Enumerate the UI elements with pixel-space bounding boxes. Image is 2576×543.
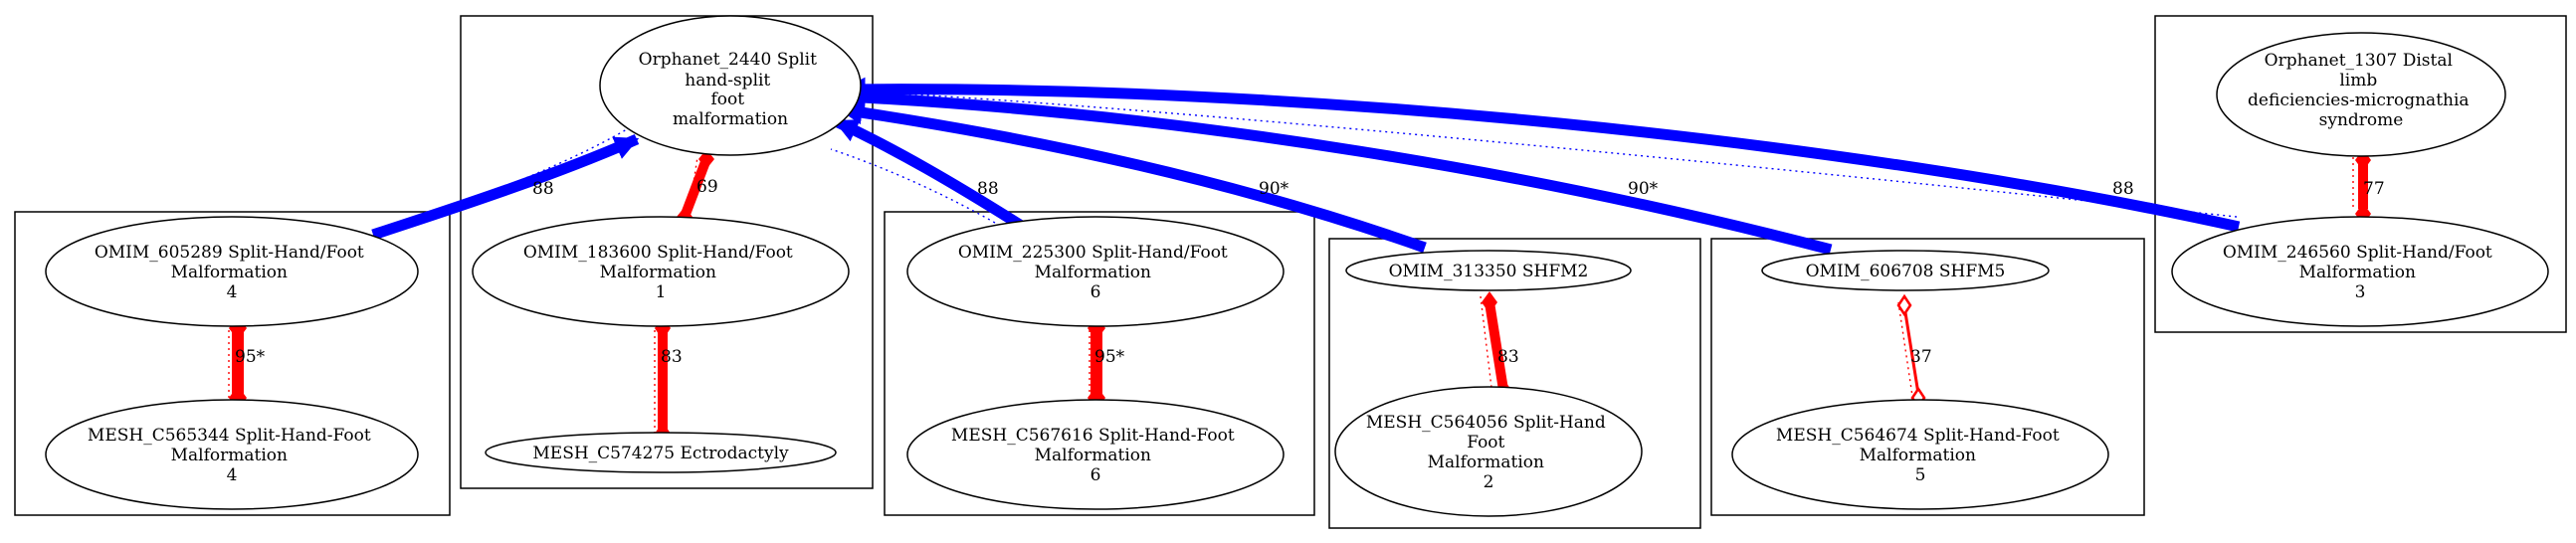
edge-label-225300-2440: 88 <box>977 179 999 199</box>
svg-text:MESH_C574275 Ectrodactyly: MESH_C574275 Ectrodactyly <box>532 444 789 463</box>
svg-text:OMIM_246560 Split-Hand/Foot: OMIM_246560 Split-Hand/Foot Malformation… <box>2223 243 2497 302</box>
edge-label-606708-2440: 90* <box>1628 179 1659 199</box>
node-orphanet-2440-line-3: foot <box>711 90 745 109</box>
edge-313350-to-2440 <box>838 100 1427 254</box>
diamond-313350-a <box>1482 291 1497 313</box>
node-mesh-c564056-line-3: Malformation <box>1428 452 1544 472</box>
svg-text:OMIM_605289 Split-Hand/Foot: OMIM_605289 Split-Hand/Foot Malformation… <box>95 243 369 302</box>
node-mesh-c565344-line-2: Malformation <box>171 446 288 465</box>
svg-text:MESH_C565344 Split-Hand-Foot: MESH_C565344 Split-Hand-Foot Malformatio… <box>88 426 376 485</box>
node-mesh-c564056-line-2: Foot <box>1467 433 1504 452</box>
node-mesh-c565344-line-3: 4 <box>227 465 238 485</box>
node-omim-313350[interactable]: OMIM_313350 SHFM2 <box>1345 250 1632 291</box>
edge-label-225300-c567616: 95* <box>1094 347 1125 367</box>
edge-label-183600-c574275: 83 <box>661 347 683 367</box>
nodes: Orphanet_2440 Split hand-split foot malf… <box>45 15 2549 517</box>
node-omim-246560-line-1: OMIM_246560 Split-Hand/Foot <box>2223 243 2492 263</box>
node-omim-183600[interactable]: OMIM_183600 Split-Hand/Foot Malformation… <box>472 216 850 327</box>
edge-label-183600-2440: 69 <box>696 177 718 197</box>
node-omim-605289-line-2: Malformation <box>171 263 288 282</box>
node-orphanet-1307-line-1: Orphanet_1307 Distal <box>2265 51 2453 71</box>
edge-605289-to-2440 <box>371 133 640 241</box>
node-omim-225300-line-1: OMIM_225300 Split-Hand/Foot <box>958 243 1228 263</box>
node-omim-225300[interactable]: OMIM_225300 Split-Hand/Foot Malformation… <box>906 216 1285 327</box>
edge-label-246560-2440: 88 <box>2112 179 2134 199</box>
node-omim-225300-line-3: 6 <box>1090 282 1101 302</box>
node-orphanet-2440[interactable]: Orphanet_2440 Split hand-split foot malf… <box>599 15 862 156</box>
edge-label-313350-2440: 90* <box>1259 179 1289 199</box>
svg-text:Orphanet_1307 Distal l: Orphanet_1307 Distal limb deficiencies-m… <box>2248 51 2475 130</box>
node-omim-246560-line-3: 3 <box>2355 282 2366 302</box>
edge-label-1307-246560: 77 <box>2363 179 2385 199</box>
node-mesh-c567616-line-3: 6 <box>1090 465 1101 485</box>
node-mesh-c564674[interactable]: MESH_C564674 Split-Hand-Foot Malformatio… <box>1731 399 2109 510</box>
node-orphanet-2440-line-4: malformation <box>673 109 788 129</box>
svg-text:OMIM_606708 SHFM5: OMIM_606708 SHFM5 <box>1806 262 2006 281</box>
edge-183600-to-2440 <box>680 157 711 219</box>
node-omim-183600-line-1: OMIM_183600 Split-Hand/Foot <box>523 243 793 263</box>
node-omim-605289-line-1: OMIM_605289 Split-Hand/Foot <box>95 243 364 263</box>
node-mesh-c564674-line-2: Malformation <box>1860 446 1976 465</box>
svg-text:OMIM_313350 SHFM2: OMIM_313350 SHFM2 <box>1389 262 1589 281</box>
edge-606708-to-c564674 <box>1902 305 1920 395</box>
node-orphanet-2440-line-2: hand-split <box>685 71 770 90</box>
diamond-606708-a <box>1896 293 1912 317</box>
edge-label-606708-c564674: 37 <box>1910 347 1932 367</box>
node-omim-246560[interactable]: OMIM_246560 Split-Hand/Foot Malformation… <box>2171 216 2549 327</box>
node-mesh-c564056-line-4: 2 <box>1484 472 1494 492</box>
cluster-omim-605289 <box>14 211 451 516</box>
node-omim-605289-line-3: 4 <box>227 282 238 302</box>
node-mesh-c567616[interactable]: MESH_C567616 Split-Hand-Foot Malformatio… <box>906 399 1285 510</box>
dotted-edge-225300 <box>830 148 996 224</box>
edge-label-313350-c564056: 83 <box>1497 347 1519 367</box>
edge-246560-to-2440 <box>841 77 2241 233</box>
cluster-orphanet-2440 <box>460 15 874 489</box>
node-omim-605289[interactable]: OMIM_605289 Split-Hand/Foot Malformation… <box>45 216 419 327</box>
edge-313350-to-c564056 <box>1485 301 1508 391</box>
node-mesh-c564056[interactable]: MESH_C564056 Split-Hand Foot Malformatio… <box>1334 386 1643 517</box>
node-orphanet-1307-line-3: deficiencies-micrognathia <box>2248 90 2470 110</box>
dotted-edge-606708-mesh <box>1897 301 1913 397</box>
edge-606708-to-2440 <box>841 86 1833 256</box>
node-mesh-c565344[interactable]: MESH_C565344 Split-Hand-Foot Malformatio… <box>45 399 419 510</box>
svg-text:MESH_C564056 Split-Hand: MESH_C564056 Split-Hand Foot Malformatio… <box>1366 413 1611 492</box>
node-mesh-c567616-line-2: Malformation <box>1035 446 1151 465</box>
node-mesh-c567616-line-1: MESH_C567616 Split-Hand-Foot <box>951 426 1235 446</box>
dotted-edge-246560 <box>863 90 2238 218</box>
node-omim-183600-line-3: 1 <box>656 282 667 302</box>
cluster-orphanet-1307 <box>2154 15 2567 333</box>
node-omim-606708-line-1: OMIM_606708 SHFM5 <box>1806 262 2006 281</box>
node-mesh-c565344-line-1: MESH_C565344 Split-Hand-Foot <box>88 426 371 446</box>
node-orphanet-1307[interactable]: Orphanet_1307 Distal limb deficiencies-m… <box>2216 32 2506 157</box>
svg-text:MESH_C564674 Split-Hand-Foot: MESH_C564674 Split-Hand-Foot Malformatio… <box>1776 426 2065 485</box>
node-orphanet-1307-line-2: limb <box>2339 71 2377 90</box>
node-mesh-c574275-line-1: MESH_C574275 Ectrodactyly <box>532 444 789 463</box>
svg-text:OMIM_225300 Split-Hand/Foot: OMIM_225300 Split-Hand/Foot Malformation… <box>958 243 1233 302</box>
edge-label-605289-2440: 88 <box>532 179 554 199</box>
blue-edges <box>371 77 2241 256</box>
node-omim-606708[interactable]: OMIM_606708 SHFM5 <box>1761 250 2050 291</box>
edge-225300-to-2440 <box>833 116 1023 230</box>
node-omim-246560-line-2: Malformation <box>2299 263 2416 282</box>
cluster-omim-313350 <box>1328 238 1701 529</box>
node-mesh-c574275[interactable]: MESH_C574275 Ectrodactyly <box>485 432 837 473</box>
node-mesh-c564674-line-1: MESH_C564674 Split-Hand-Foot <box>1776 426 2060 446</box>
node-omim-225300-line-2: Malformation <box>1035 263 1151 282</box>
node-mesh-c564056-line-1: MESH_C564056 Split-Hand <box>1366 413 1606 433</box>
cluster-omim-225300 <box>884 211 1315 516</box>
svg-text:OMIM_183600 Split-Hand/Foot: OMIM_183600 Split-Hand/Foot Malformation… <box>523 243 798 302</box>
node-mesh-c564674-line-3: 5 <box>1915 465 1926 485</box>
node-omim-313350-line-1: OMIM_313350 SHFM2 <box>1389 262 1589 281</box>
node-orphanet-1307-line-4: syndrome <box>2319 110 2404 130</box>
svg-text:Orphanet_2440 Split ha: Orphanet_2440 Split hand-split foot malf… <box>639 50 823 129</box>
node-orphanet-2440-line-1: Orphanet_2440 Split <box>639 50 817 70</box>
node-omim-183600-line-2: Malformation <box>600 263 716 282</box>
edge-label-605289-c565344: 95* <box>235 347 266 367</box>
svg-text:MESH_C567616 Split-Hand-Foot: MESH_C567616 Split-Hand-Foot Malformatio… <box>951 426 1240 485</box>
cluster-omim-606708 <box>1710 238 2145 516</box>
edge-labels: 88 69 88 90* 90* 88 95* 83 95* 83 37 77 <box>235 177 2385 367</box>
